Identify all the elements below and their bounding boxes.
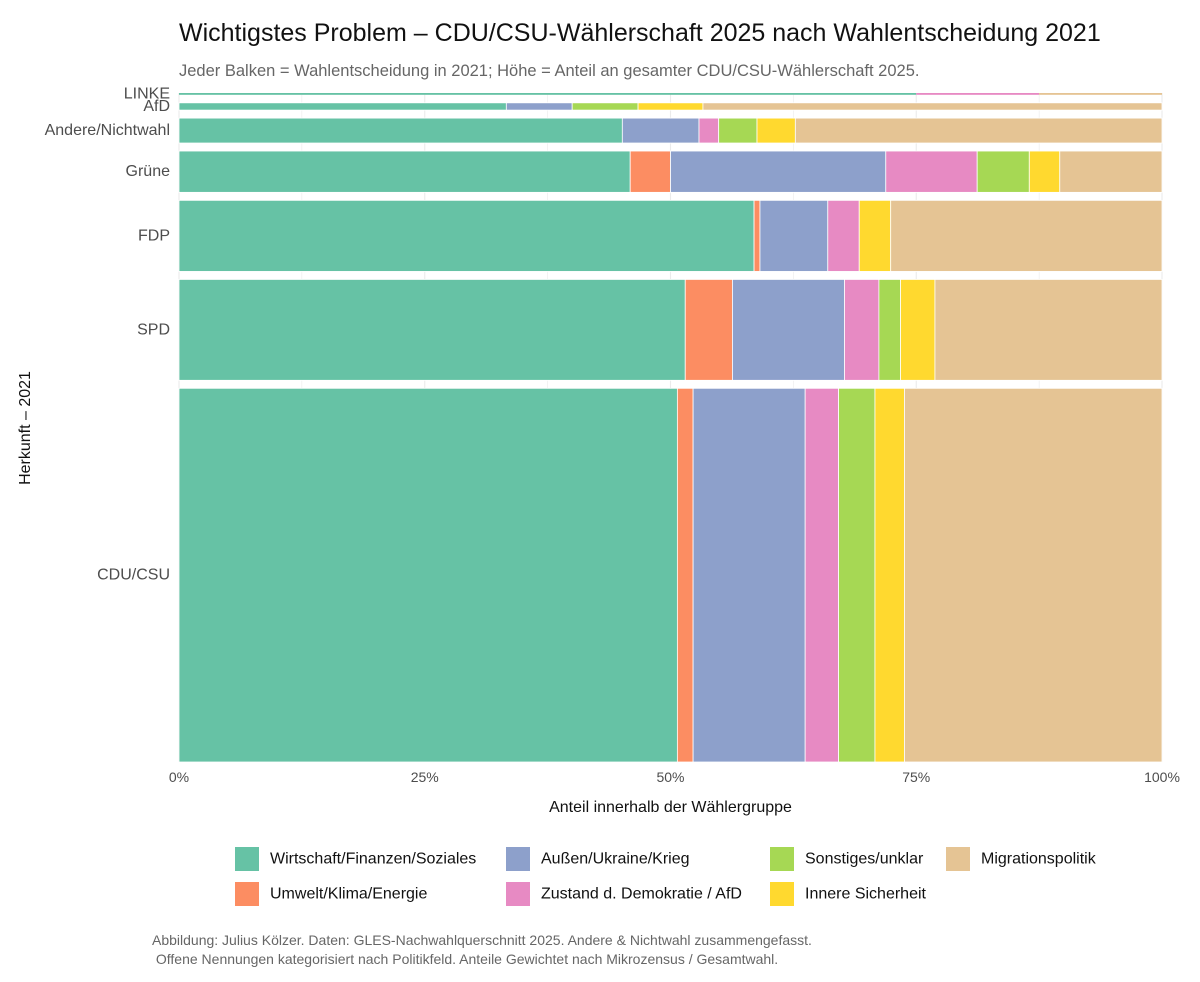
bar-segment-grune-umwelt-klima-energie — [629, 150, 671, 193]
bar-group-grune — [178, 150, 1163, 193]
bar-segment-spd-migrationspolitik — [934, 279, 1163, 381]
category-label-linke: LINKE — [124, 85, 170, 102]
caption-line-1: Abbildung: Julius Kölzer. Daten: GLES-Na… — [152, 932, 812, 948]
legend-label-wirtschaft-finanzen-soziales: Wirtschaft/Finanzen/Soziales — [270, 851, 476, 868]
x-tick-labels: 0% 25% 50% 75% 100% — [169, 769, 1180, 785]
x-tick-label: 100% — [1144, 769, 1180, 785]
bar-segment-linke-wirtschaft-finanzen-soziales — [179, 93, 917, 95]
legend: Wirtschaft/Finanzen/Soziales Umwelt/Klima… — [235, 847, 1097, 906]
bar-segment-andere-nichtwahl-innere-sicherheit — [756, 117, 796, 144]
bar-group-cdu-csu — [178, 387, 1163, 763]
legend-swatch-wirtschaft-finanzen-soziales — [235, 847, 259, 871]
legend-item-zustand-d-demokratie-afd: Zustand d. Demokratie / AfD — [506, 882, 742, 906]
legend-item-migrationspolitik: Migrationspolitik — [946, 847, 1097, 871]
bar-segment-fdp-aussen-ukraine-krieg — [759, 199, 829, 272]
bar-segment-cdu-csu-sonstiges-unklar — [838, 387, 876, 763]
legend-label-zustand-d-demokratie-afd: Zustand d. Demokratie / AfD — [541, 886, 742, 903]
category-label-andere-nichtwahl: Andere/Nichtwahl — [45, 122, 170, 139]
category-label-afd: AfD — [143, 98, 170, 115]
bar-segment-linke-migrationspolitik — [1039, 93, 1162, 95]
bar-segment-fdp-wirtschaft-finanzen-soziales — [178, 199, 755, 272]
legend-label-umwelt-klima-energie: Umwelt/Klima/Energie — [270, 886, 427, 903]
legend-item-umwelt-klima-energie: Umwelt/Klima/Energie — [235, 882, 427, 906]
bar-segment-linke-zustand-d-demokratie-afd — [916, 93, 1040, 95]
bar-segment-spd-zustand-d-demokratie-afd — [844, 279, 880, 381]
bar-segment-fdp-innere-sicherheit — [858, 199, 892, 272]
bar-segment-andere-nichtwahl-migrationspolitik — [794, 117, 1163, 144]
bar-segment-spd-innere-sicherheit — [900, 279, 936, 381]
legend-swatch-sonstiges-unklar — [770, 847, 794, 871]
bar-segment-andere-nichtwahl-zustand-d-demokratie-afd — [698, 117, 720, 144]
bar-segment-cdu-csu-innere-sicherheit — [874, 387, 905, 763]
bar-group-andere-nichtwahl — [178, 117, 1163, 144]
chart-title: Wichtigstes Problem – CDU/CSU-Wählerscha… — [179, 19, 1101, 47]
bar-group-linke — [179, 93, 1162, 95]
bar-segment-cdu-csu-aussen-ukraine-krieg — [692, 387, 806, 763]
x-tick-label: 75% — [902, 769, 930, 785]
category-label-spd: SPD — [137, 321, 170, 338]
bar-segment-grune-aussen-ukraine-krieg — [670, 150, 887, 193]
bar-segment-afd-migrationspolitik — [702, 102, 1163, 111]
legend-swatch-migrationspolitik — [946, 847, 970, 871]
bar-segment-spd-aussen-ukraine-krieg — [732, 279, 845, 381]
bar-segment-fdp-umwelt-klima-energie — [753, 199, 761, 272]
bar-segment-afd-aussen-ukraine-krieg — [505, 102, 573, 111]
bar-segment-spd-wirtschaft-finanzen-soziales — [178, 279, 686, 381]
category-label-grune: Grüne — [126, 163, 171, 180]
bar-segment-spd-sonstiges-unklar — [878, 279, 901, 381]
bar-segment-afd-sonstiges-unklar — [571, 102, 639, 111]
y-axis-label: Herkunft – 2021 — [17, 371, 34, 485]
bar-segment-cdu-csu-wirtschaft-finanzen-soziales — [178, 387, 678, 763]
bar-segment-afd-innere-sicherheit — [637, 102, 704, 111]
legend-item-wirtschaft-finanzen-soziales: Wirtschaft/Finanzen/Soziales — [235, 847, 476, 871]
bar-group-spd — [178, 279, 1163, 381]
bar-group-afd — [178, 102, 1163, 111]
legend-label-migrationspolitik: Migrationspolitik — [981, 851, 1097, 868]
bar-segment-cdu-csu-umwelt-klima-energie — [676, 387, 694, 763]
x-tick-label: 0% — [169, 769, 189, 785]
legend-swatch-umwelt-klima-energie — [235, 882, 259, 906]
bar-segment-grune-wirtschaft-finanzen-soziales — [178, 150, 631, 193]
chart-subtitle: Jeder Balken = Wahlentscheidung in 2021;… — [179, 62, 919, 80]
bar-segment-grune-sonstiges-unklar — [976, 150, 1030, 193]
x-tick-label: 25% — [411, 769, 439, 785]
bar-segment-fdp-migrationspolitik — [890, 199, 1163, 272]
legend-label-aussen-ukraine-krieg: Außen/Ukraine/Krieg — [541, 851, 690, 868]
legend-swatch-zustand-d-demokratie-afd — [506, 882, 530, 906]
x-tick-label: 50% — [656, 769, 684, 785]
x-axis-label: Anteil innerhalb der Wählergruppe — [549, 799, 792, 816]
bar-segment-andere-nichtwahl-wirtschaft-finanzen-soziales — [178, 117, 623, 144]
bar-segment-fdp-zustand-d-demokratie-afd — [827, 199, 860, 272]
bar-group-fdp — [178, 199, 1163, 272]
category-label-cdu-csu: CDU/CSU — [97, 567, 170, 584]
bar-segment-grune-zustand-d-demokratie-afd — [885, 150, 978, 193]
bar-segment-grune-migrationspolitik — [1059, 150, 1163, 193]
bar-segment-andere-nichtwahl-sonstiges-unklar — [718, 117, 758, 144]
bar-segment-cdu-csu-migrationspolitik — [904, 387, 1163, 763]
bar-segment-andere-nichtwahl-aussen-ukraine-krieg — [621, 117, 700, 144]
legend-swatch-innere-sicherheit — [770, 882, 794, 906]
category-label-fdp: FDP — [138, 227, 170, 244]
bar-segment-grune-innere-sicherheit — [1028, 150, 1061, 193]
legend-item-aussen-ukraine-krieg: Außen/Ukraine/Krieg — [506, 847, 690, 871]
bar-segment-spd-umwelt-klima-energie — [684, 279, 733, 381]
legend-swatch-aussen-ukraine-krieg — [506, 847, 530, 871]
bars — [178, 93, 1163, 763]
legend-item-innere-sicherheit: Innere Sicherheit — [770, 882, 927, 906]
legend-label-sonstiges-unklar: Sonstiges/unklar — [805, 851, 924, 868]
bar-segment-afd-wirtschaft-finanzen-soziales — [178, 102, 507, 111]
legend-label-innere-sicherheit: Innere Sicherheit — [805, 886, 927, 903]
bar-segment-cdu-csu-zustand-d-demokratie-afd — [804, 387, 839, 763]
legend-item-sonstiges-unklar: Sonstiges/unklar — [770, 847, 924, 871]
caption-line-2: Offene Nennungen kategorisiert nach Poli… — [152, 951, 778, 967]
